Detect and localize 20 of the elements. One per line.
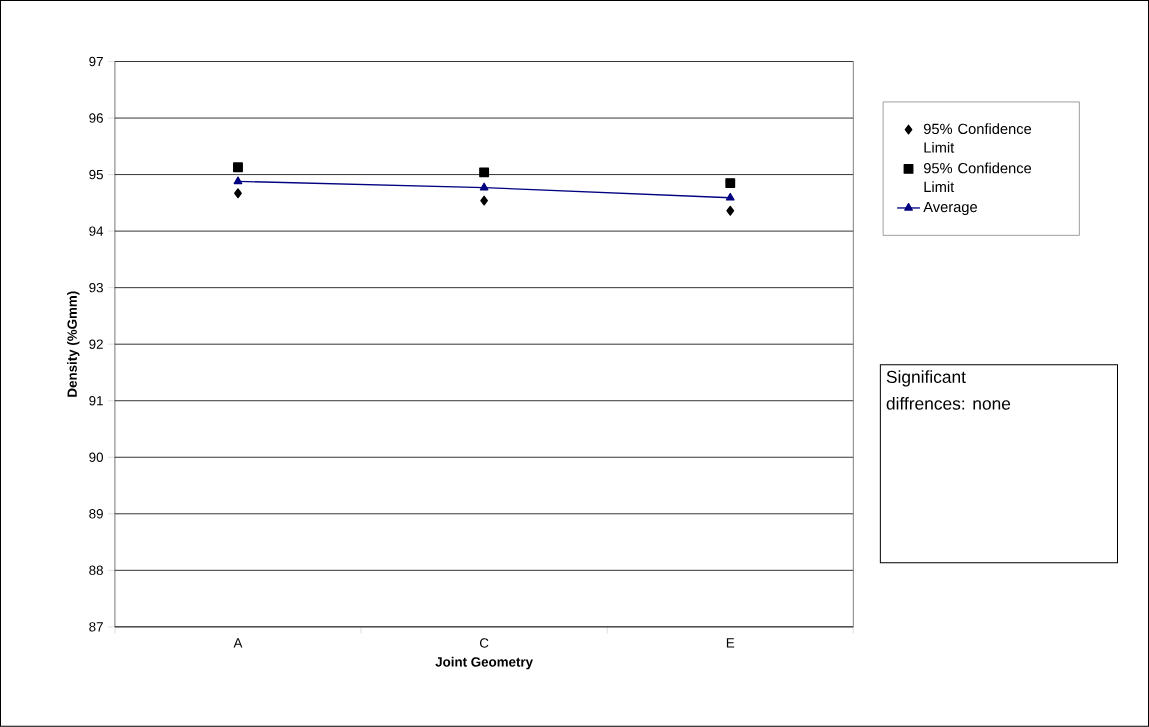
x-axis-title: Joint Geometry	[435, 656, 533, 670]
text: Significant diffrences: none	[886, 370, 1011, 410]
x-tick-label: A	[233, 638, 243, 648]
x-tick-label: E	[726, 638, 735, 648]
y-tick-label: 88	[89, 565, 103, 576]
y-tick-label: 91	[89, 396, 103, 406]
legend-label: 95% Confidence Limit	[923, 123, 1032, 153]
y-tick-label: 89	[89, 509, 103, 519]
x-tick-label: C	[479, 638, 489, 648]
y-tick-label: 95	[89, 170, 103, 180]
legend-label: 95% Confidence Limit	[923, 162, 1032, 193]
y-tick-label: 93	[89, 283, 103, 293]
y-tick-label: 97	[89, 56, 103, 67]
y-tick-label: 96	[89, 113, 103, 123]
y-tick-label: 87	[89, 622, 103, 632]
y-tick-label: 92	[89, 339, 103, 350]
y-axis-title: Density (%Gmm)	[67, 291, 80, 397]
y-tick-label: 90	[89, 452, 103, 463]
legend-label: Average	[923, 202, 977, 216]
y-tick-label: 94	[89, 226, 104, 236]
